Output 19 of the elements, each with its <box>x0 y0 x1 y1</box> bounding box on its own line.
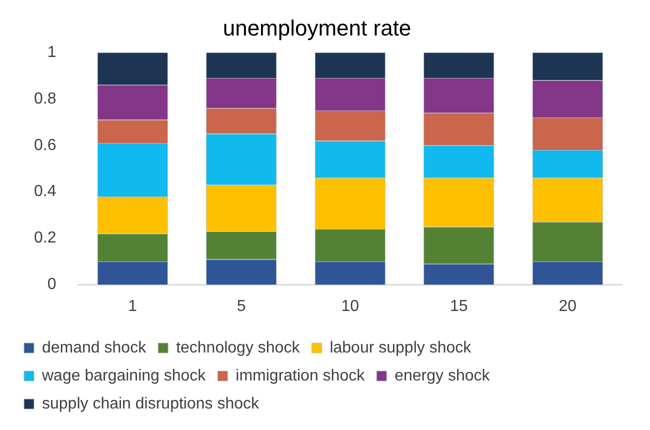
x-tick-label: 20 <box>558 298 577 315</box>
y-tick-label: 0.6 <box>34 136 56 154</box>
y-tick-label: 0 <box>47 276 56 294</box>
y-tick-label: 1 <box>47 44 56 61</box>
x-tick-label: 1 <box>128 298 138 315</box>
x-tick-label: 10 <box>341 298 360 315</box>
x-tick-label: 5 <box>236 298 246 315</box>
legend-label: labour supply shock <box>330 339 472 356</box>
legend-label: demand shock <box>42 339 148 356</box>
legend-label: energy shock <box>394 367 491 384</box>
chart-title: unemployment rate <box>222 15 412 40</box>
x-tick-label: 15 <box>450 298 468 315</box>
legend-label: wage bargaining shock <box>41 367 207 384</box>
y-tick-label: 0.4 <box>34 183 56 200</box>
legend-label: supply chain disruptions shock <box>42 395 260 412</box>
legend-label: immigration shock <box>236 367 366 384</box>
y-tick-label: 0.8 <box>34 90 56 108</box>
y-tick-label: 0.2 <box>34 230 56 247</box>
legend-label: technology shock <box>176 339 301 356</box>
